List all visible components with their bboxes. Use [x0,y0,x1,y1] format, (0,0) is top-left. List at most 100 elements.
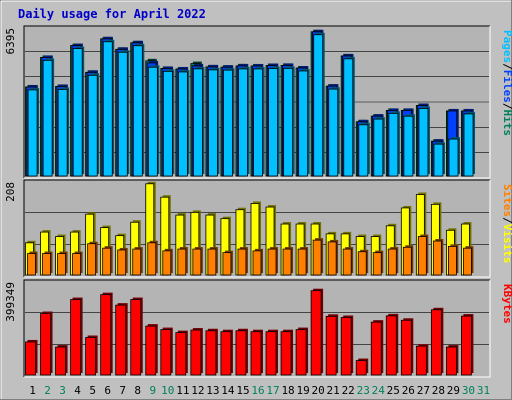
x-tick-label: 19 [296,384,309,397]
x-tick-label: 20 [312,384,325,397]
bar-pages [72,46,85,177]
bar-pages [463,111,476,177]
bar-kbytes [325,314,339,376]
plot-border-light [24,180,491,278]
bar-kbytes [100,292,113,376]
bar-sites [27,251,38,276]
bar-sites [117,247,128,276]
plot-border-light [24,280,491,378]
bar-kbytes [370,320,384,376]
bar-sites [372,250,384,276]
bar-pages [193,66,205,177]
bar-sites [297,247,309,276]
x-tick-label: 24 [372,384,386,397]
bar-pages [388,111,400,177]
x-tick-label: 21 [327,384,340,397]
bar-pages [27,87,40,177]
bar-kbytes [145,324,158,376]
bar-kbytes [250,329,263,376]
x-tick-label: 17 [266,384,279,397]
bar-sites [342,247,354,276]
bar-pages [373,117,385,177]
x-tick-label: 15 [236,384,249,397]
y-max-label: 399349 [4,282,17,322]
bar-kbytes [175,330,188,376]
bar-sites [463,246,474,276]
x-tick-label: 23 [357,384,370,397]
plot-border-dark [23,279,490,377]
bar-kbytes [115,303,128,376]
bar-sites [402,245,414,276]
bar-pages [117,50,130,177]
bar-sites [417,234,429,276]
bar-pages [57,87,70,177]
bar-sites [357,249,369,276]
bar-sites [102,246,113,276]
bar-kbytes [310,288,324,376]
bar-pages [253,66,265,177]
bar-sites [42,251,53,276]
bar-pages [268,66,280,177]
x-tick-label: 8 [134,384,141,397]
legend-sites: Sites [501,184,512,217]
x-tick-label: 27 [417,384,430,397]
x-tick-label: 2 [44,384,51,397]
legend-visits: Visits [501,224,512,264]
bar-pages [283,66,295,177]
bar-kbytes [355,358,369,376]
legend-pages: Pages [501,30,512,63]
bar-sites [177,247,188,276]
bar-kbytes [55,345,68,376]
x-tick-label: 7 [119,384,126,397]
legend-separator: / [501,103,512,110]
bar-pages [42,58,55,177]
legend-hits: Hits [501,110,512,137]
x-tick-label: 18 [281,384,294,397]
bar-pages [132,43,145,177]
bar-kbytes [235,328,248,376]
plot-border-dark [23,25,490,178]
x-tick-label: 5 [89,384,96,397]
bar-sites [162,248,173,276]
legend-separator: / [501,217,512,224]
bar-sites [237,247,248,276]
bar-sites [312,238,324,276]
bar-sites [72,251,83,276]
legend-kbytes: KBytes [501,284,512,324]
legend-hits-files-pages: Pages/Files/Hits [501,30,512,136]
x-tick-label: 22 [342,384,355,397]
x-tick-label: 29 [447,384,460,397]
x-tick-label: 31 [477,384,490,397]
bar-pages [313,32,325,177]
bar-kbytes [265,329,279,376]
bar-kbytes [130,297,143,376]
bar-kbytes [25,339,38,376]
bar-kbytes [70,297,83,376]
x-tick-label: 28 [432,384,445,397]
chart-title: Daily usage for April 2022 [18,7,206,21]
bar-pages [208,67,220,177]
x-tick-label: 6 [104,384,111,397]
bar-pages [403,114,415,177]
bar-sites [387,247,399,276]
x-tick-label: 4 [74,384,81,397]
bar-sites [448,244,459,276]
bar-sites [222,250,233,276]
bar-kbytes [160,327,173,376]
x-tick-label: 12 [191,384,204,397]
bar-pages [87,73,100,177]
bar-sites [147,240,158,276]
bar-pages [418,106,430,177]
x-tick-label: 25 [387,384,400,397]
bar-kbytes [220,329,233,376]
plot-border-dark [23,179,490,277]
x-tick-label: 16 [251,384,264,397]
bar-kbytes [415,344,429,376]
x-tick-label: 26 [402,384,415,397]
x-tick-label: 1 [29,384,36,397]
bar-kbytes [40,311,53,376]
y-max-label: 208 [4,182,17,202]
bar-pages [358,122,370,177]
